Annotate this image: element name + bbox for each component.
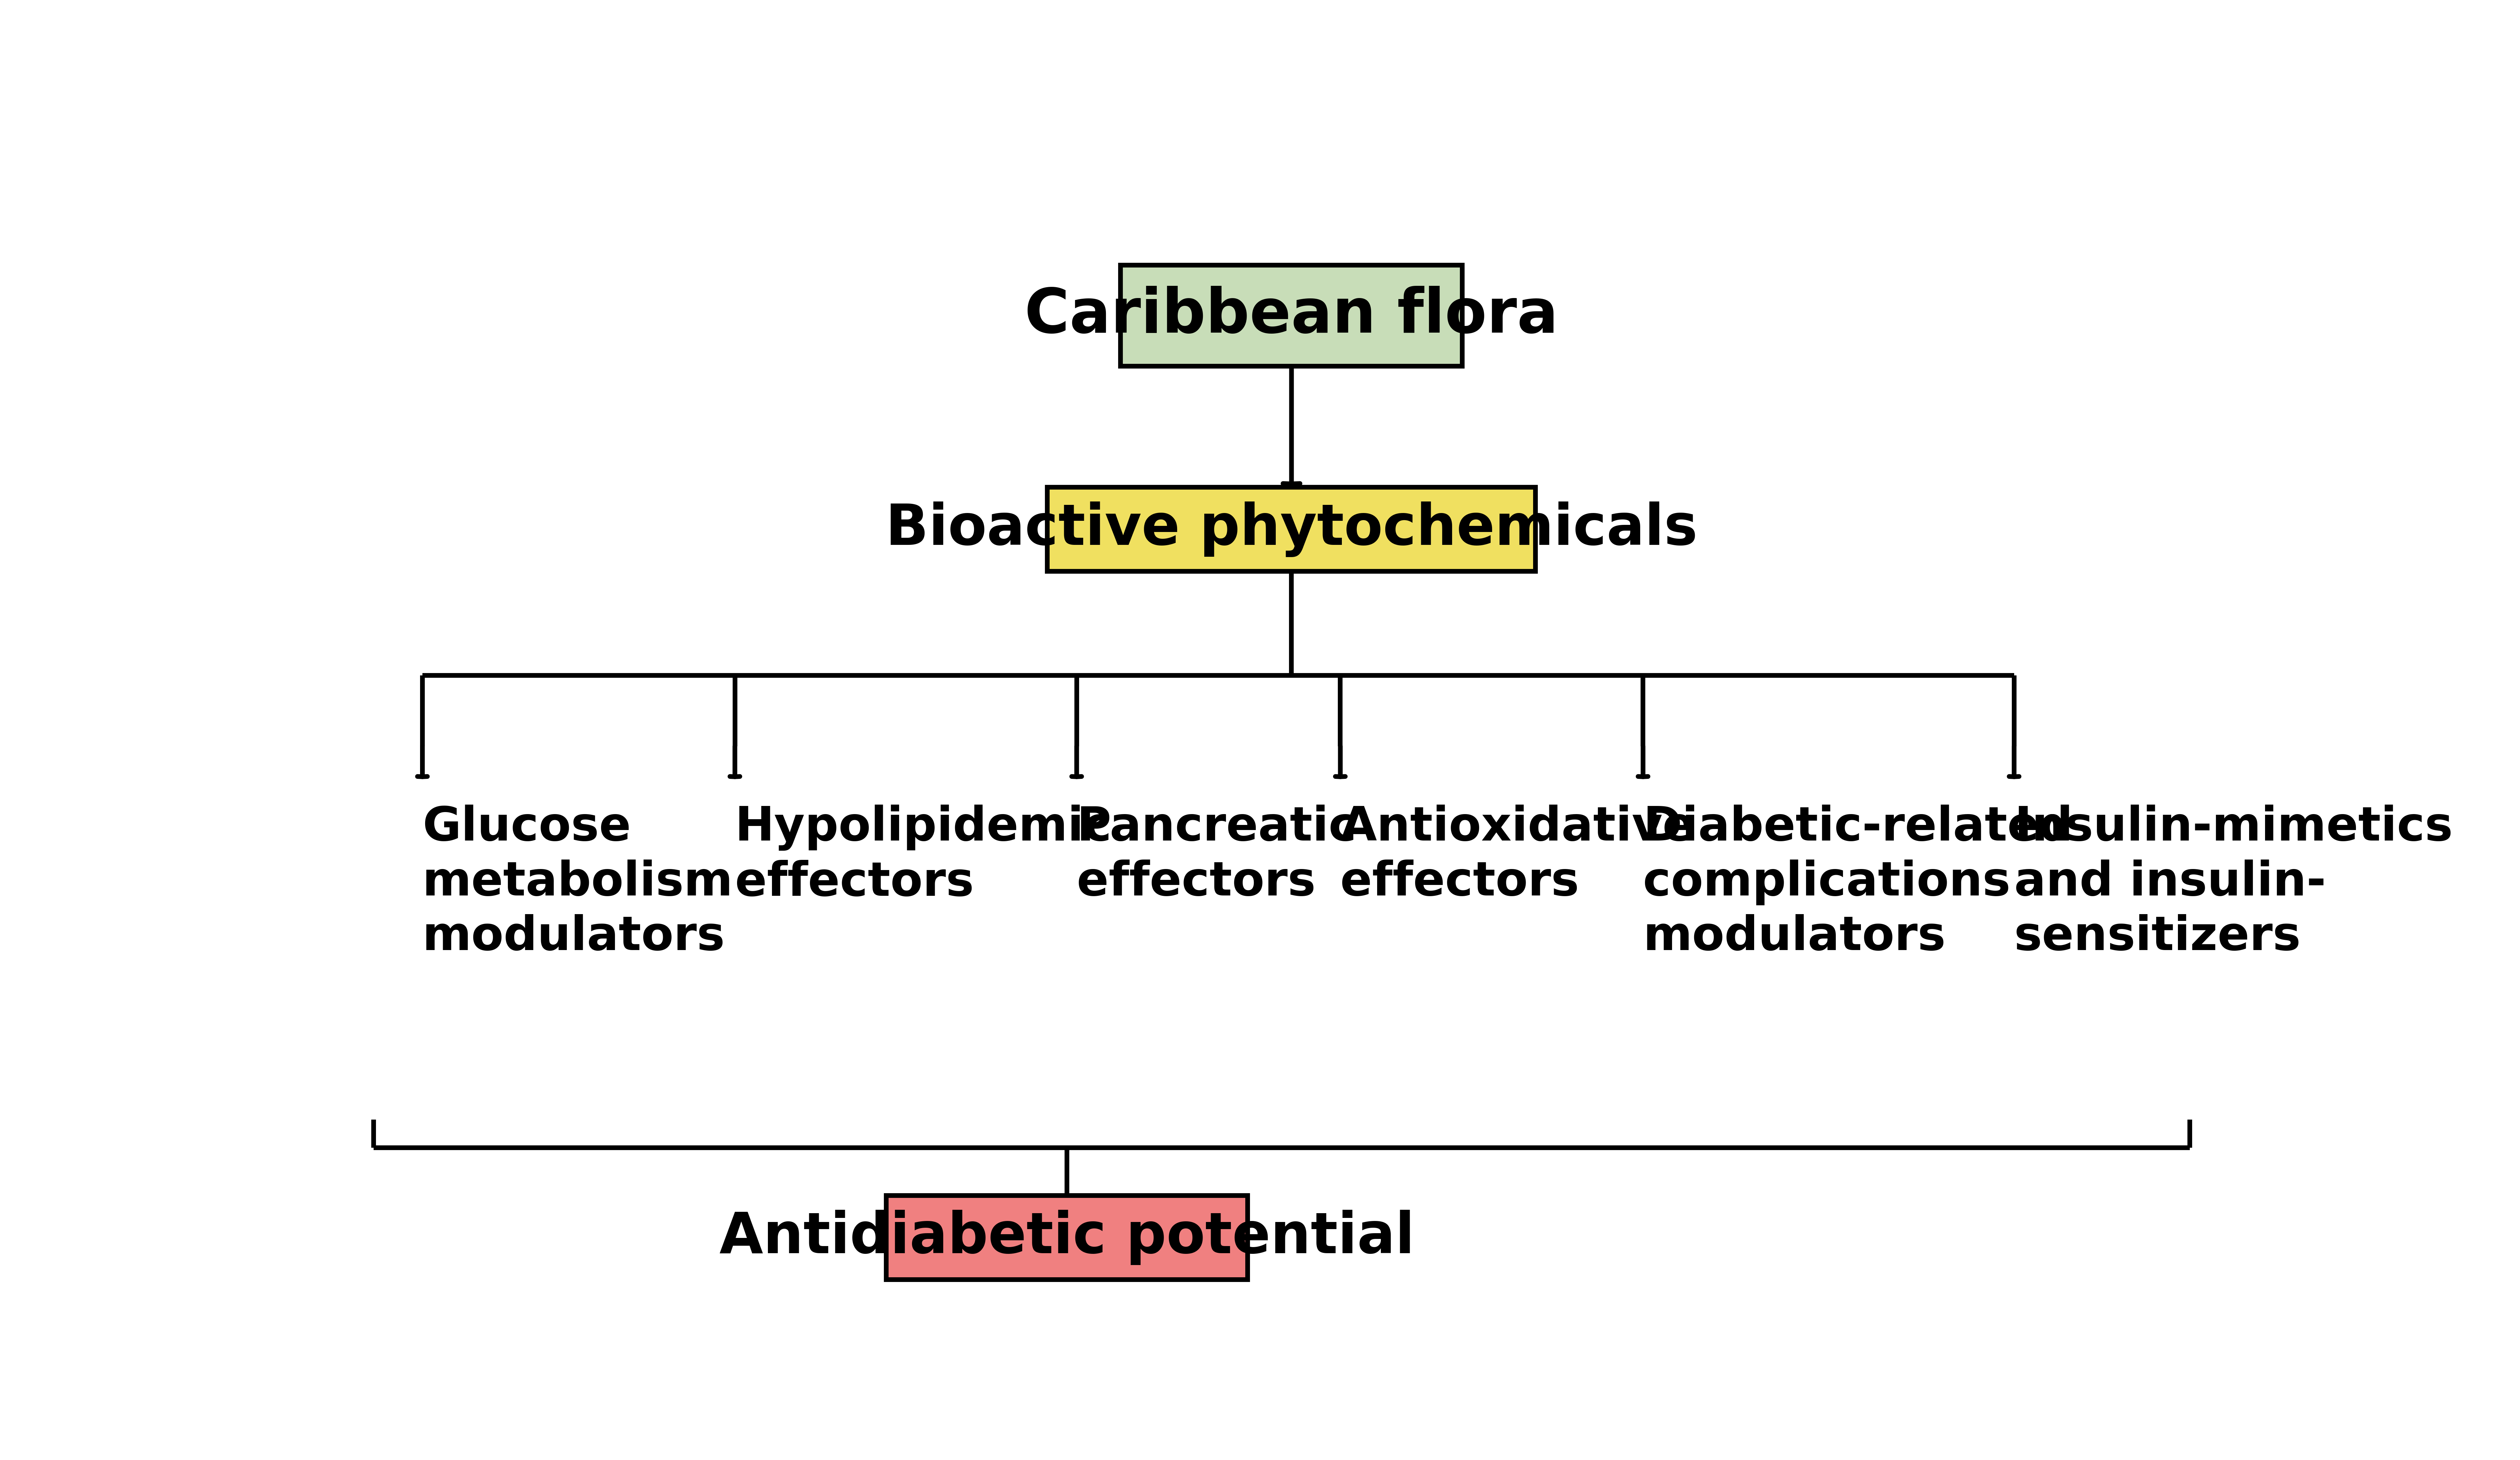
Text: Caribbean flora: Caribbean flora xyxy=(1026,286,1557,346)
Text: Pancreatic
effectors: Pancreatic effectors xyxy=(1076,804,1356,905)
Text: Hypolipidemic
effectors: Hypolipidemic effectors xyxy=(736,804,1111,905)
Text: Antioxidative
effectors: Antioxidative effectors xyxy=(1341,804,1693,905)
FancyBboxPatch shape xyxy=(887,1196,1247,1280)
Text: Bioactive phytochemicals: Bioactive phytochemicals xyxy=(885,502,1698,558)
Text: Insulin-mimetics
and insulin-
sensitizers: Insulin-mimetics and insulin- sensitizer… xyxy=(2013,804,2452,961)
Text: Antidiabetic potential: Antidiabetic potential xyxy=(718,1210,1414,1266)
FancyBboxPatch shape xyxy=(1121,266,1462,366)
FancyBboxPatch shape xyxy=(1048,488,1535,571)
Text: Diabetic-related
complications
modulators: Diabetic-related complications modulator… xyxy=(1643,804,2074,961)
Text: Glucose
metabolism
modulators: Glucose metabolism modulators xyxy=(423,804,733,961)
